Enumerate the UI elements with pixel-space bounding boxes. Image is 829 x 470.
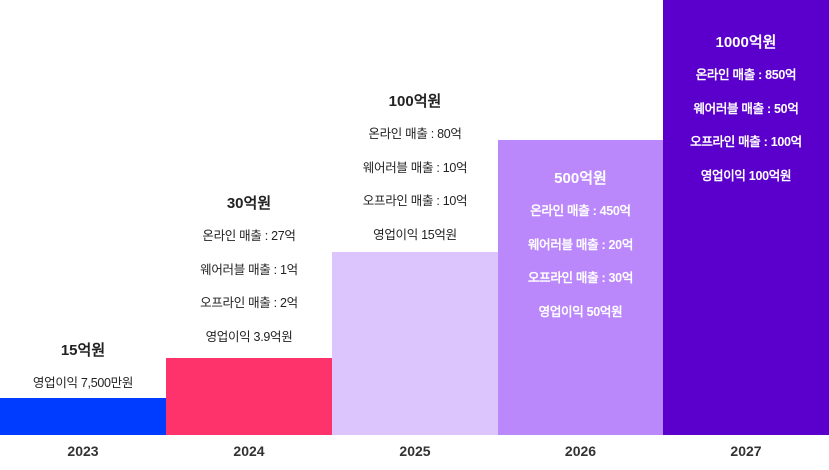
x-tick-label: 2026 [564, 443, 597, 459]
detail-line: 영업이익 15억원 [373, 227, 457, 242]
revenue-label: 30억원 [226, 195, 272, 212]
detail-line: 오프라인 매출 : 10억 [362, 194, 468, 208]
detail-line: 온라인 매출 : 850억 [695, 68, 797, 82]
bar-2026 [498, 140, 663, 435]
label-block-2025: 100억원 온라인 매출 : 80억 웨어러블 매출 : 10억 오프라인 매출… [332, 92, 498, 258]
detail-line: 영업이익 100억원 [700, 168, 792, 183]
column-2023: 15억원 영업이익 7,500만원 2023 [0, 0, 166, 470]
label-block-2024: 30억원 온라인 매출 : 27억 웨어러블 매출 : 1억 오프라인 매출 :… [166, 194, 332, 360]
label-block-2023: 15억원 영업이익 7,500만원 [0, 341, 166, 407]
detail-line: 영업이익 50억원 [538, 304, 623, 319]
bar-2025 [332, 252, 498, 435]
detail-line: 웨어러블 매출 : 10억 [362, 160, 468, 175]
detail-line: 웨어러블 매출 : 1억 [200, 262, 298, 277]
detail-line: 온라인 매출 : 80억 [368, 127, 462, 141]
revenue-label: 1000억원 [715, 34, 777, 51]
detail-line: 온라인 매출 : 27억 [202, 229, 296, 243]
detail-line: 영업이익 7,500만원 [32, 376, 134, 390]
bar-2024 [166, 358, 332, 435]
bar-2027 [663, 0, 829, 435]
detail-line: 오프라인 매출 : 30억 [527, 271, 634, 285]
x-tick-label: 2024 [233, 443, 265, 459]
column-2024: 30억원 온라인 매출 : 27억 웨어러블 매출 : 1억 오프라인 매출 :… [166, 0, 332, 470]
column-2026: 500억원 온라인 매출 : 450억 웨어러블 매출 : 20억 오프라인 매… [498, 0, 663, 470]
detail-line: 오프라인 매출 : 2억 [200, 296, 298, 310]
revenue-label: 15억원 [60, 342, 106, 359]
x-tick-label: 2027 [730, 443, 762, 459]
revenue-label: 100억원 [388, 93, 442, 110]
detail-line: 오프라인 매출 : 100억 [690, 135, 802, 149]
column-2027: 1000억원 온라인 매출 : 850억 웨어러블 매출 : 50억 오프라인 … [663, 0, 829, 470]
label-block-2027: 1000억원 온라인 매출 : 850억 웨어러블 매출 : 50억 오프라인 … [663, 33, 829, 199]
detail-line: 영업이익 3.9억원 [205, 329, 293, 344]
column-2025: 100억원 온라인 매출 : 80억 웨어러블 매출 : 10억 오프라인 매출… [332, 0, 498, 470]
detail-line: 웨어러블 매출 : 50억 [693, 101, 799, 116]
label-block-2026: 500억원 온라인 매출 : 450억 웨어러블 매출 : 20억 오프라인 매… [498, 169, 663, 335]
detail-line: 온라인 매출 : 450억 [530, 204, 631, 218]
x-tick-label: 2025 [399, 443, 431, 459]
detail-line: 웨어러블 매출 : 20억 [527, 237, 634, 252]
revenue-label: 500억원 [554, 170, 607, 187]
bar-2023 [0, 398, 166, 435]
x-tick-label: 2023 [67, 443, 99, 459]
